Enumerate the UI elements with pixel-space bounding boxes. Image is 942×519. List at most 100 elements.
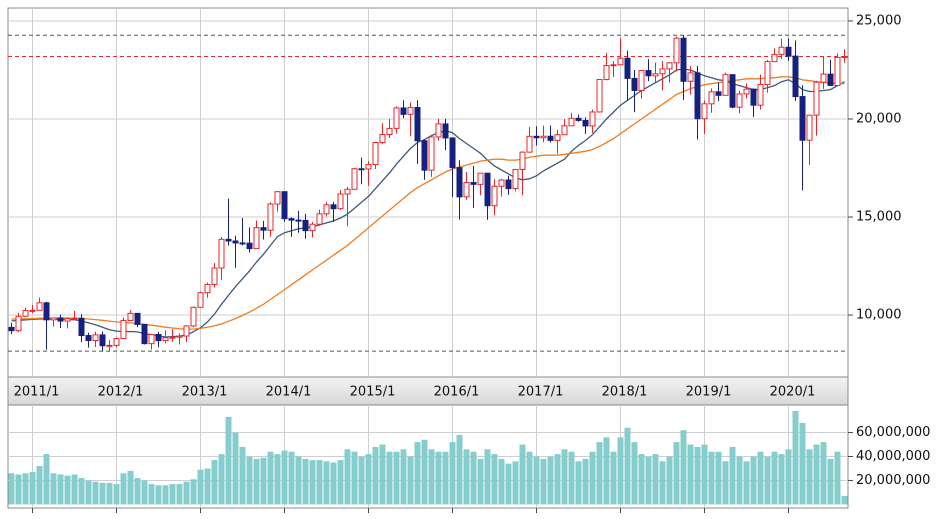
candle-body [624,57,631,79]
volume-bar [757,451,764,505]
volume-bar [372,446,379,505]
candle-body [288,218,295,221]
candle-body [176,335,183,338]
volume-bar [71,474,78,505]
volume-bar [414,442,421,505]
candle-body [561,125,568,136]
candle-body [505,179,512,190]
candle-body [43,302,50,321]
candle-body [127,312,134,321]
volume-bar [204,468,211,505]
volume-bar [561,449,568,505]
candle-body [722,74,729,96]
volume-bar [344,449,351,505]
volume-bar [225,416,232,505]
candle-body [512,168,519,190]
candle-body [449,137,456,169]
candle-body [218,238,225,269]
candle-body [372,142,379,166]
volume-bar [127,470,134,505]
candle-body [57,317,64,322]
x-tick-label: 2015/1 [350,385,396,400]
volume-bar [701,444,708,505]
candle-body [337,193,344,210]
candle-body [813,81,820,116]
candle-body [743,88,750,95]
candle-body [477,172,484,185]
volume-bar [813,444,820,505]
candle-body [253,227,260,250]
candle-body [498,179,505,187]
candle-body [155,334,162,342]
volume-bar [526,451,533,505]
candle-body [267,203,274,231]
candle-body [701,103,708,120]
candle-body [358,168,365,171]
candle-body [834,56,841,86]
candle-body [827,73,834,86]
candle-body [750,88,757,106]
volume-bar [645,456,652,505]
volume-bar [827,458,834,505]
candle-body [204,283,211,294]
candle-body [414,107,421,142]
candle-body [50,317,57,321]
candle-body [260,227,267,231]
candle-body [379,134,386,144]
candle-body [239,242,246,245]
x-tick-label: 2012/1 [98,385,144,400]
candle-body [603,65,610,81]
volume-bar [274,454,281,505]
volume-bar [43,454,50,505]
volume-bar [750,456,757,505]
candle-body [526,135,533,153]
y-tick-label: 20,000 [856,111,902,126]
volume-tick-label: 20,000,000 [856,473,930,488]
candle-body [330,204,337,210]
candle-body [491,185,498,207]
volume-bar [519,444,526,505]
candle-body [225,238,232,242]
volume-bar [582,458,589,505]
candle-body [99,334,106,347]
volume-bar [484,449,491,505]
date-band [7,376,849,406]
volume-bar [358,456,365,505]
candle-body [148,334,155,345]
volume-bar [407,456,414,505]
candle-body [659,68,666,75]
volume-bar [323,461,330,505]
x-tick-label: 2013/1 [182,385,228,400]
volume-bar [106,482,113,505]
volume-bar [183,481,190,505]
candle-body [764,61,771,86]
volume-bar [302,458,309,505]
volume-bar [470,451,477,505]
volume-bar [288,451,295,505]
volume-bar [393,451,400,505]
candle-body [190,306,197,327]
volume-bar [36,466,43,505]
candle-body [617,57,624,66]
moving-average-line [11,76,845,330]
candle-body [274,191,281,205]
x-tick-label: 2019/1 [686,385,732,400]
candle-body [806,114,813,141]
candle-body [575,117,582,121]
candle-body [393,107,400,129]
candle-body [113,338,120,346]
candle-body [29,309,36,312]
volume-bar [722,461,729,505]
volume-bar [141,480,148,505]
volume-bar [533,456,540,505]
volume-bar [617,437,624,505]
volume-bar [771,451,778,505]
candle-body [596,79,603,113]
volume-bar [624,427,631,505]
volume-bar [575,461,582,505]
volume-bar [589,451,596,505]
candle-body [554,134,561,141]
volume-bar [134,478,141,505]
y-tick-label: 25,000 [856,13,902,28]
volume-bar [197,469,204,505]
